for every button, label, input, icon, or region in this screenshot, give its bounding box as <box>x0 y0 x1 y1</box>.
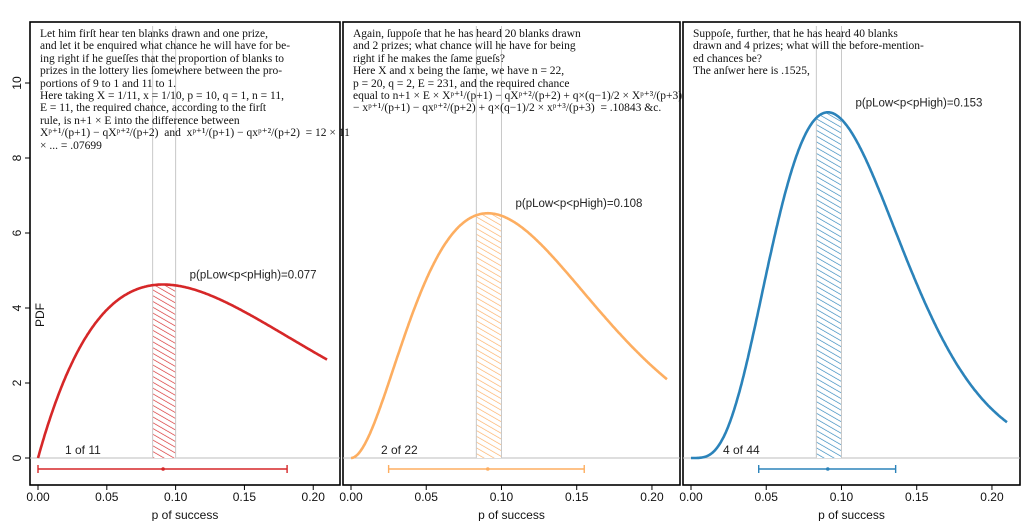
x-tick-label: 0.20 <box>302 490 326 504</box>
interval-area <box>152 284 176 458</box>
x-tick-label: 0.05 <box>415 490 439 504</box>
x-tick-label: 0.00 <box>339 490 363 504</box>
x-tick-label: 0.20 <box>980 490 1004 504</box>
book-excerpt-2: Again, ſuppoſe that he has heard 20 blan… <box>353 28 682 115</box>
x-tick-label: 0.20 <box>640 490 664 504</box>
excerpt-line: × ... = .07699 <box>40 139 102 152</box>
probability-label: p(pLow<p<pHigh)=0.077 <box>190 270 317 282</box>
panel-frame <box>342 21 681 486</box>
y-axis-label: PDF <box>33 303 47 327</box>
x-tick-label: 0.10 <box>490 490 514 504</box>
y-tick-label: 4 <box>10 304 24 311</box>
interval-area <box>476 213 502 458</box>
error-bar-point <box>161 467 165 471</box>
x-axis-label: p of success <box>818 508 885 521</box>
probability-label: p(pLow<p<pHigh)=0.153 <box>855 97 982 109</box>
excerpt-line: equal to n+1 × E × Xᵖ⁺¹/(p+1) − qXᵖ⁺²/(p… <box>353 90 683 103</box>
pdf-curve <box>36 283 328 459</box>
y-tick-label: 8 <box>10 154 24 161</box>
interval-area <box>816 112 842 459</box>
x-tick-label: 0.15 <box>233 490 257 504</box>
excerpt-line: ed chances be? <box>693 52 762 65</box>
x-axis-label: p of success <box>478 508 545 521</box>
x-tick-label: 0.15 <box>565 490 589 504</box>
panel-frame <box>29 21 341 486</box>
chart-panel-1: 0.00 0.05 0.10 0.15 0.20 p of success 0 2 4 6 8 10 P… <box>10 21 341 521</box>
chart-panel-3: 0.00 0.05 0.10 0.15 0.20 p of success p(pLow<p… <box>679 21 1021 521</box>
x-tick-label: 0.10 <box>164 490 188 504</box>
y-tick-label: 0 <box>10 454 24 461</box>
excerpt-line: and let it be enquired what chance he wi… <box>40 40 291 53</box>
excerpt-line: portions of 9 to 1 and 11 to 1. <box>40 77 176 90</box>
y-tick-label: 2 <box>10 379 24 386</box>
excerpt-line: The anſwer here is .1525, <box>693 65 810 78</box>
x-tick-label: 0.05 <box>95 490 119 504</box>
x-tick-label: 0.15 <box>905 490 929 504</box>
excerpt-line: Here X and x being the ſame, we have n =… <box>353 65 565 78</box>
book-excerpt-1: Let him firſt hear ten blanks drawn and … <box>40 28 350 152</box>
y-tick-label: 10 <box>10 76 24 90</box>
count-label: 2 of 22 <box>381 443 418 457</box>
count-label: 4 of 44 <box>723 443 760 457</box>
excerpt-line: rule, is n+1 × E into the difference bet… <box>40 114 240 127</box>
error-bar-point <box>485 467 490 471</box>
excerpt-line: drawn and 4 prizes; what will the before… <box>693 40 924 53</box>
panel-frame <box>682 21 1021 486</box>
x-axis-label: p of success <box>152 508 219 521</box>
excerpt-line: and 2 prizes; what chance will he have f… <box>353 40 576 53</box>
excerpt-line: Let him firſt hear ten blanks drawn and … <box>40 28 269 40</box>
excerpt-line: − xᵖ⁺¹/(p+1) − qxᵖ⁺²/(p+2) + q×(q−1)/2 ×… <box>353 102 662 115</box>
excerpt-line: ing right if he gueſſes that the proport… <box>40 52 285 65</box>
chart-panel-2: 0.00 0.05 0.10 0.15 0.20 p of success p(pLow<p… <box>339 21 681 521</box>
x-tick-label: 0.00 <box>679 490 703 504</box>
excerpt-line: Here taking X = 1/11, x = 1/10, p = 10, … <box>40 90 284 103</box>
excerpt-line: p = 20, q = 2, E = 231, and the required… <box>353 77 570 90</box>
excerpt-line: E = 11, the required chance, according t… <box>40 102 267 115</box>
excerpt-line: right if he makes the ſame gueſs? <box>353 52 506 65</box>
excerpt-line: Suppoſe, further, that he has heard 40 b… <box>693 28 898 40</box>
excerpt-line: prizes in the lottery lies ſomewhere bet… <box>40 65 283 78</box>
y-tick-label: 6 <box>10 229 24 236</box>
excerpt-line: Xᵖ⁺¹/(p+1) − qXᵖ⁺²/(p+2) and xᵖ⁺¹/(p+1) … <box>40 127 350 140</box>
book-excerpt-3: Suppoſe, further, that he has heard 40 b… <box>693 28 924 78</box>
x-tick-label: 0.05 <box>755 490 779 504</box>
pdf-curve <box>690 111 1008 460</box>
pdf-curve <box>350 211 668 460</box>
x-tick-label: 0.00 <box>26 490 50 504</box>
x-tick-label: 0.10 <box>830 490 854 504</box>
count-label: 1 of 11 <box>65 443 101 457</box>
probability-label: p(pLow<p<pHigh)=0.108 <box>515 198 642 210</box>
excerpt-line: Again, ſuppoſe that he has heard 20 blan… <box>353 28 581 40</box>
error-bar-point <box>825 467 830 471</box>
